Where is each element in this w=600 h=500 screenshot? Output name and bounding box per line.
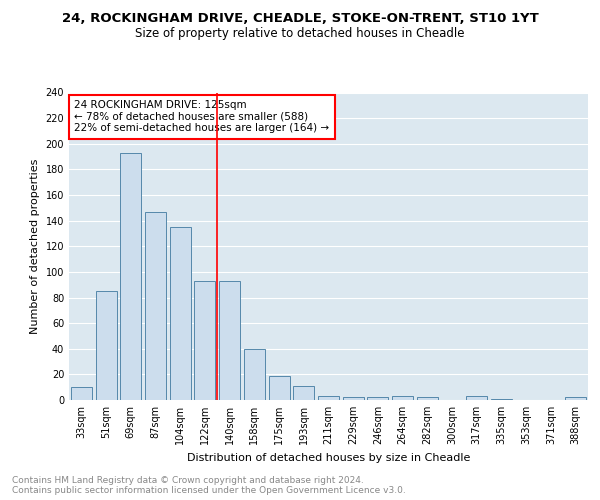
Bar	[293, 386, 314, 400]
Bar	[170, 227, 191, 400]
X-axis label: Distribution of detached houses by size in Cheadle: Distribution of detached houses by size …	[187, 452, 470, 462]
Bar	[565, 398, 586, 400]
Bar	[318, 396, 339, 400]
Bar	[145, 212, 166, 400]
Bar	[71, 387, 92, 400]
Text: Size of property relative to detached houses in Cheadle: Size of property relative to detached ho…	[135, 28, 465, 40]
Bar	[244, 349, 265, 400]
Bar	[491, 398, 512, 400]
Bar	[95, 291, 116, 400]
Bar	[219, 281, 240, 400]
Text: 24 ROCKINGHAM DRIVE: 125sqm
← 78% of detached houses are smaller (588)
22% of se: 24 ROCKINGHAM DRIVE: 125sqm ← 78% of det…	[74, 100, 329, 134]
Bar	[367, 398, 388, 400]
Bar	[392, 396, 413, 400]
Bar	[194, 281, 215, 400]
Bar	[343, 398, 364, 400]
Y-axis label: Number of detached properties: Number of detached properties	[30, 158, 40, 334]
Text: 24, ROCKINGHAM DRIVE, CHEADLE, STOKE-ON-TRENT, ST10 1YT: 24, ROCKINGHAM DRIVE, CHEADLE, STOKE-ON-…	[62, 12, 538, 26]
Bar	[269, 376, 290, 400]
Text: Contains HM Land Registry data © Crown copyright and database right 2024.
Contai: Contains HM Land Registry data © Crown c…	[12, 476, 406, 495]
Bar	[466, 396, 487, 400]
Bar	[417, 398, 438, 400]
Bar	[120, 152, 141, 400]
